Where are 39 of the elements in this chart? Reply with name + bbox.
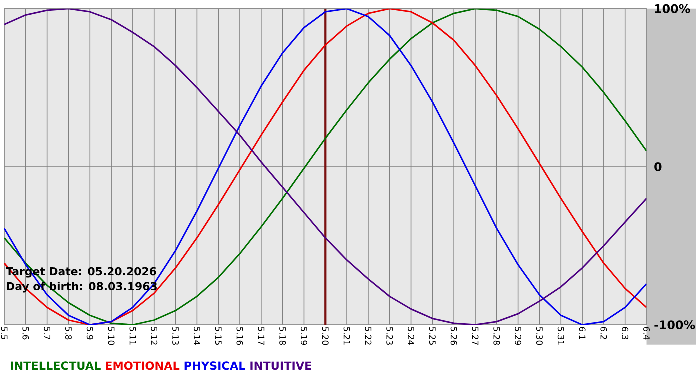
text: INTUITIVE (250, 362, 312, 370)
y-tick-label: 100% (655, 4, 690, 14)
x-tick-label: 6.4 (644, 327, 650, 340)
x-tick-label: 5.25 (429, 327, 436, 345)
x-tick-label: 5.17 (258, 327, 265, 345)
x-tick-label: 5.28 (494, 327, 500, 345)
x-tick-label: 5.30 (536, 327, 543, 345)
x-tick-label: 5.7 (44, 327, 51, 340)
x-tick-label: 5.31 (558, 327, 564, 345)
x-tick-label: 5.21 (344, 327, 350, 345)
x-tick-label: 5.22 (365, 327, 372, 345)
x-tick-label: 5.10 (108, 327, 115, 345)
x-tick-label: 5.19 (300, 327, 308, 345)
x-tick-label: 5.15 (215, 327, 222, 345)
x-tick-label: 5.18 (280, 327, 286, 345)
x-tick-label: 5.8 (65, 327, 72, 340)
x-tick-label: 5.11 (130, 327, 136, 345)
x-tick-label: 5.23 (386, 327, 394, 345)
text: INTELLECTUAL (11, 362, 101, 370)
x-tick-label: 6.1 (579, 327, 586, 340)
line-series (4, 8, 647, 325)
x-tick-label: 5.24 (408, 327, 414, 346)
text: EMOTIONAL (106, 362, 180, 370)
x-tick-label: 5.5 (1, 327, 8, 340)
x-tick-label: 5.9 (86, 327, 94, 340)
x-tick-label: 5.27 (472, 327, 479, 345)
y-tick-label: 0 (654, 162, 662, 172)
x-tick-label: 5.6 (22, 327, 30, 340)
x-tick-label: 5.16 (236, 327, 244, 345)
x-tick-label: 5.13 (172, 327, 179, 345)
x-tick-label: 6.2 (600, 327, 608, 340)
x-tick-label: 5.12 (151, 327, 158, 345)
x-tick-label: 5.29 (515, 327, 522, 345)
y-tick-label: -100% (654, 320, 696, 330)
x-tick-label: 5.14 (194, 327, 200, 346)
x-tick-label: 5.20 (322, 327, 329, 345)
x-tick-label: 6.3 (622, 327, 629, 340)
text: PHYSICAL (184, 362, 246, 370)
x-tick-label: 5.26 (450, 327, 458, 345)
